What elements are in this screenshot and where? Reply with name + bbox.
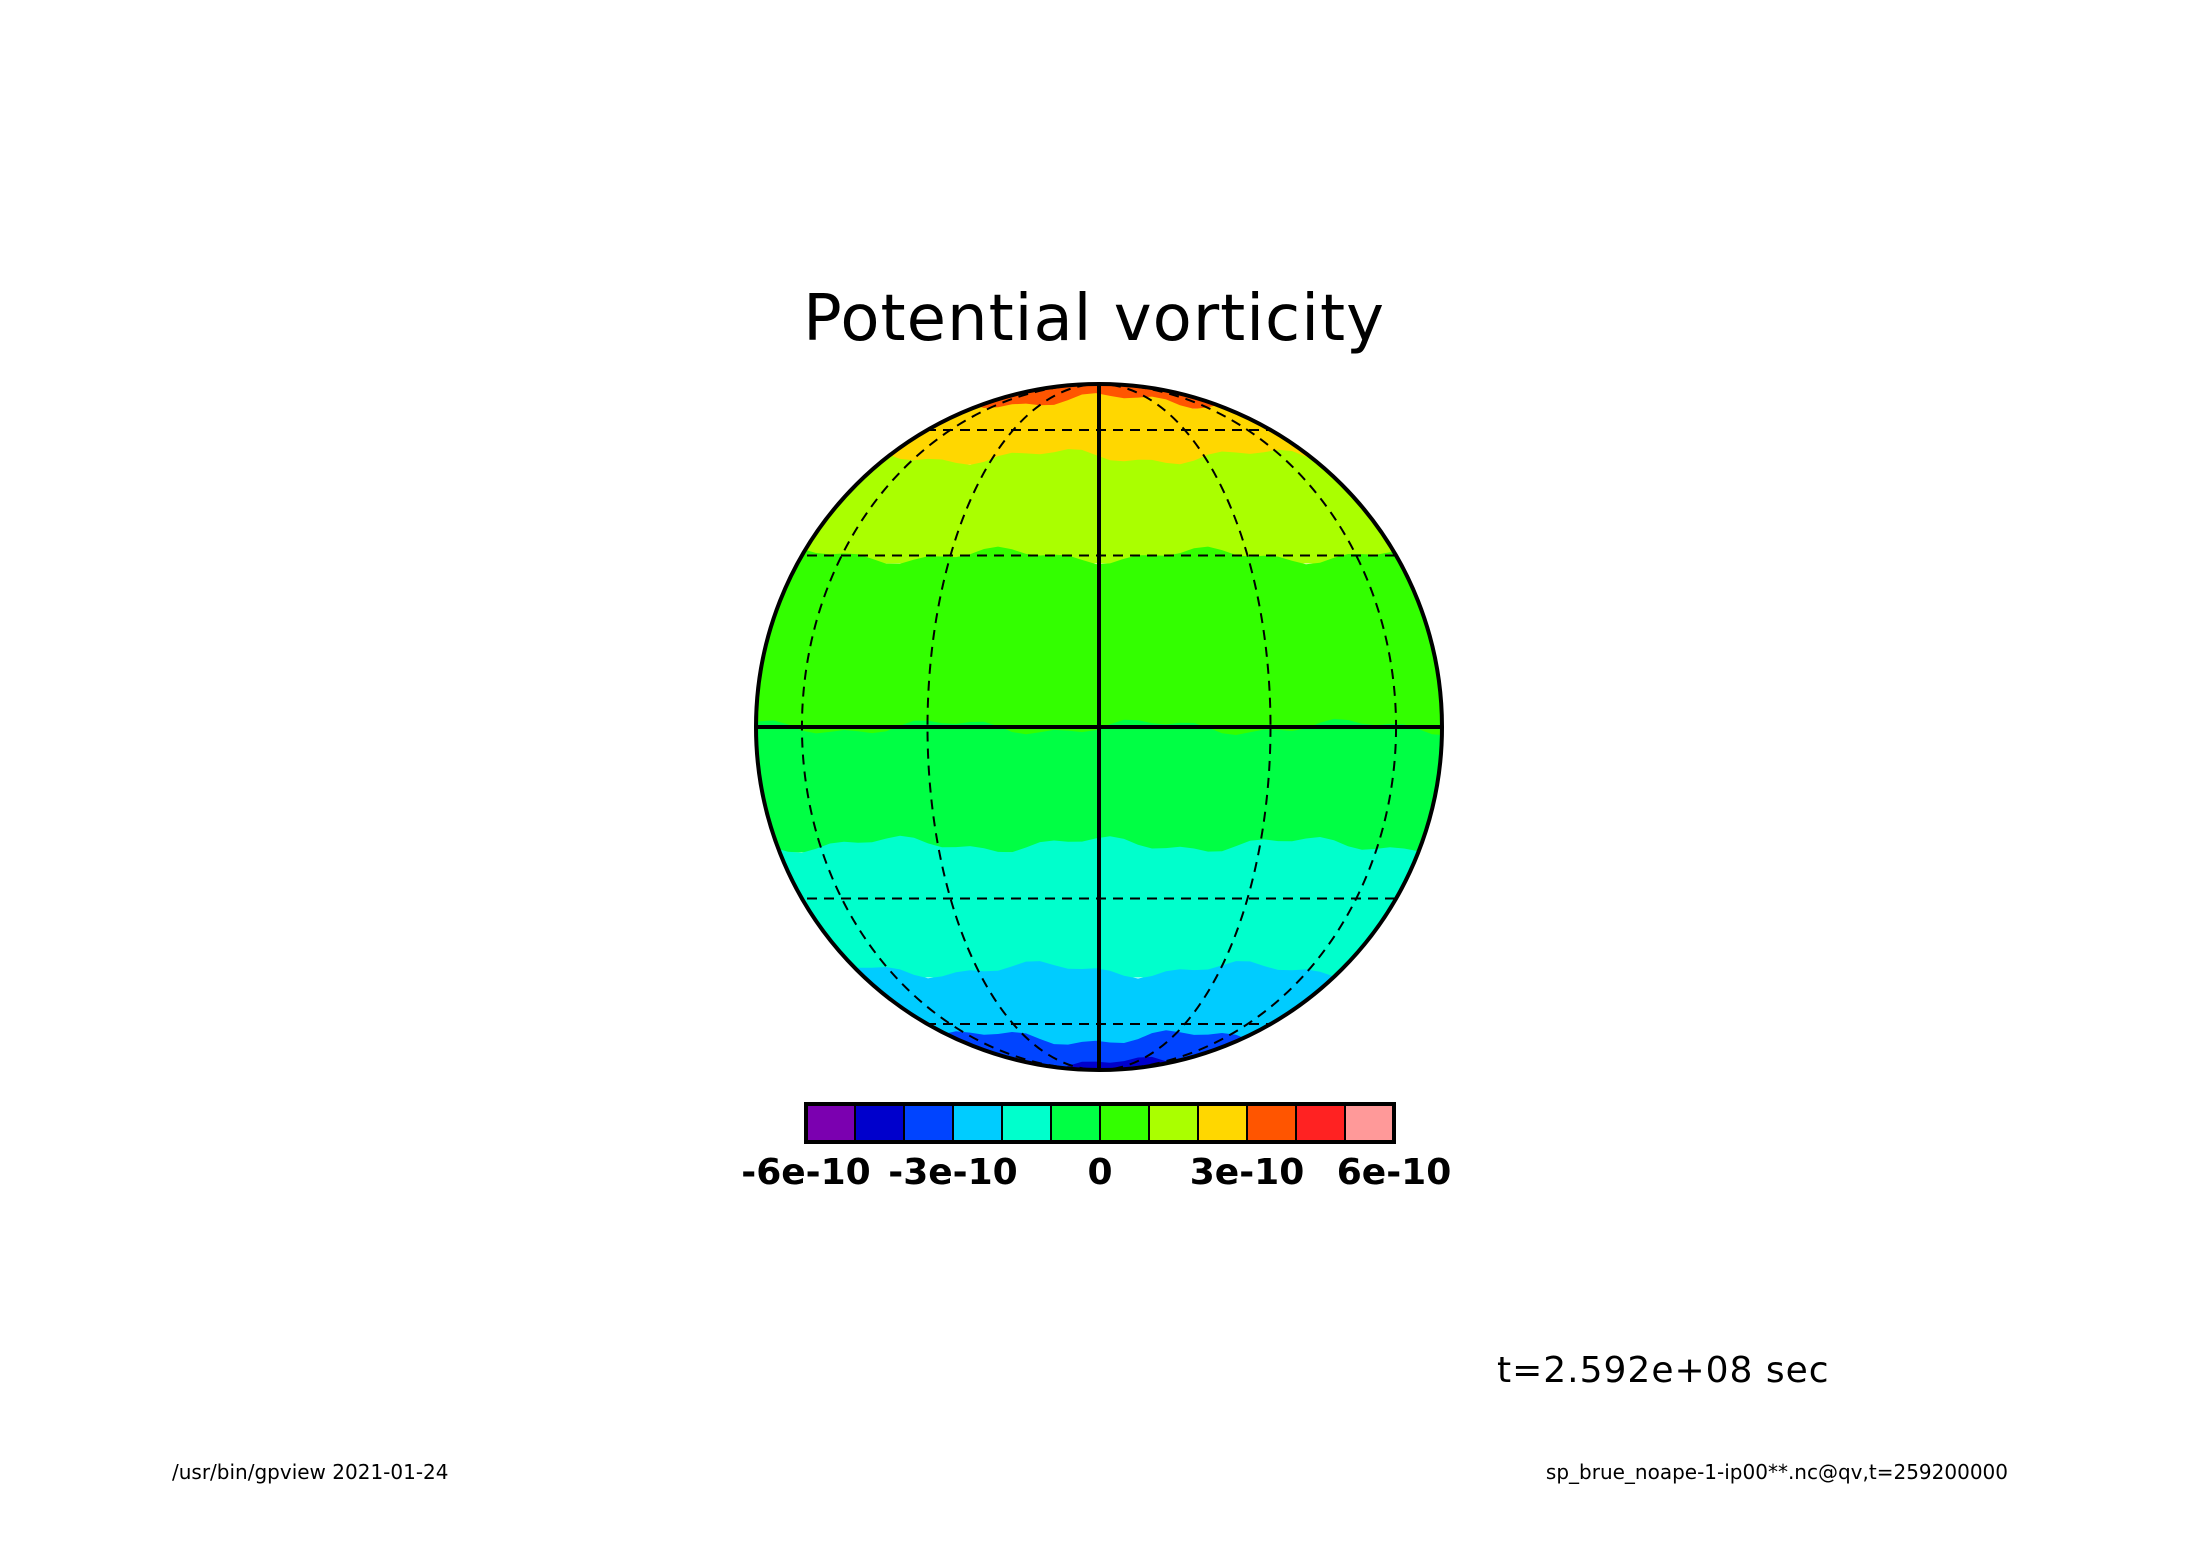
- time-label: t=2.592e+08 sec: [1497, 1350, 1830, 1391]
- plot-title: Potential vorticity: [803, 282, 1385, 356]
- colorbar-tick-label: -3e-10: [888, 1152, 1018, 1193]
- globe-outline: [754, 382, 1444, 1072]
- colorbar-swatch: [854, 1103, 905, 1143]
- colorbar-swatch: [952, 1103, 1003, 1143]
- colorbar-swatch: [903, 1103, 954, 1143]
- colorbar-tick-label: 0: [1087, 1152, 1113, 1193]
- colorbar-swatch: [1246, 1103, 1297, 1143]
- colorbar-tick-label: 3e-10: [1189, 1152, 1305, 1193]
- colorbar-swatch: [1001, 1103, 1052, 1143]
- footer-file-info: sp_brue_noape-1-ip00**.nc@qv,t=259200000: [1545, 1460, 2008, 1484]
- colorbar-tick-label: 6e-10: [1336, 1152, 1452, 1193]
- colorbar-swatch: [1295, 1103, 1346, 1143]
- graticule: [756, 384, 1442, 1070]
- colorbar-swatch: [1050, 1103, 1101, 1143]
- colorbar-swatch: [1197, 1103, 1248, 1143]
- colorbar: [804, 1102, 1396, 1144]
- footer-program-date: /usr/bin/gpview 2021-01-24: [172, 1460, 449, 1484]
- colorbar-tick-label: -6e-10: [741, 1152, 871, 1193]
- colorbar-swatch: [1344, 1103, 1395, 1143]
- colorbar-swatch: [805, 1103, 856, 1143]
- colorbar-swatch: [1099, 1103, 1150, 1143]
- colorbar-swatch: [1148, 1103, 1199, 1143]
- colorbar-frame: [804, 1102, 1396, 1144]
